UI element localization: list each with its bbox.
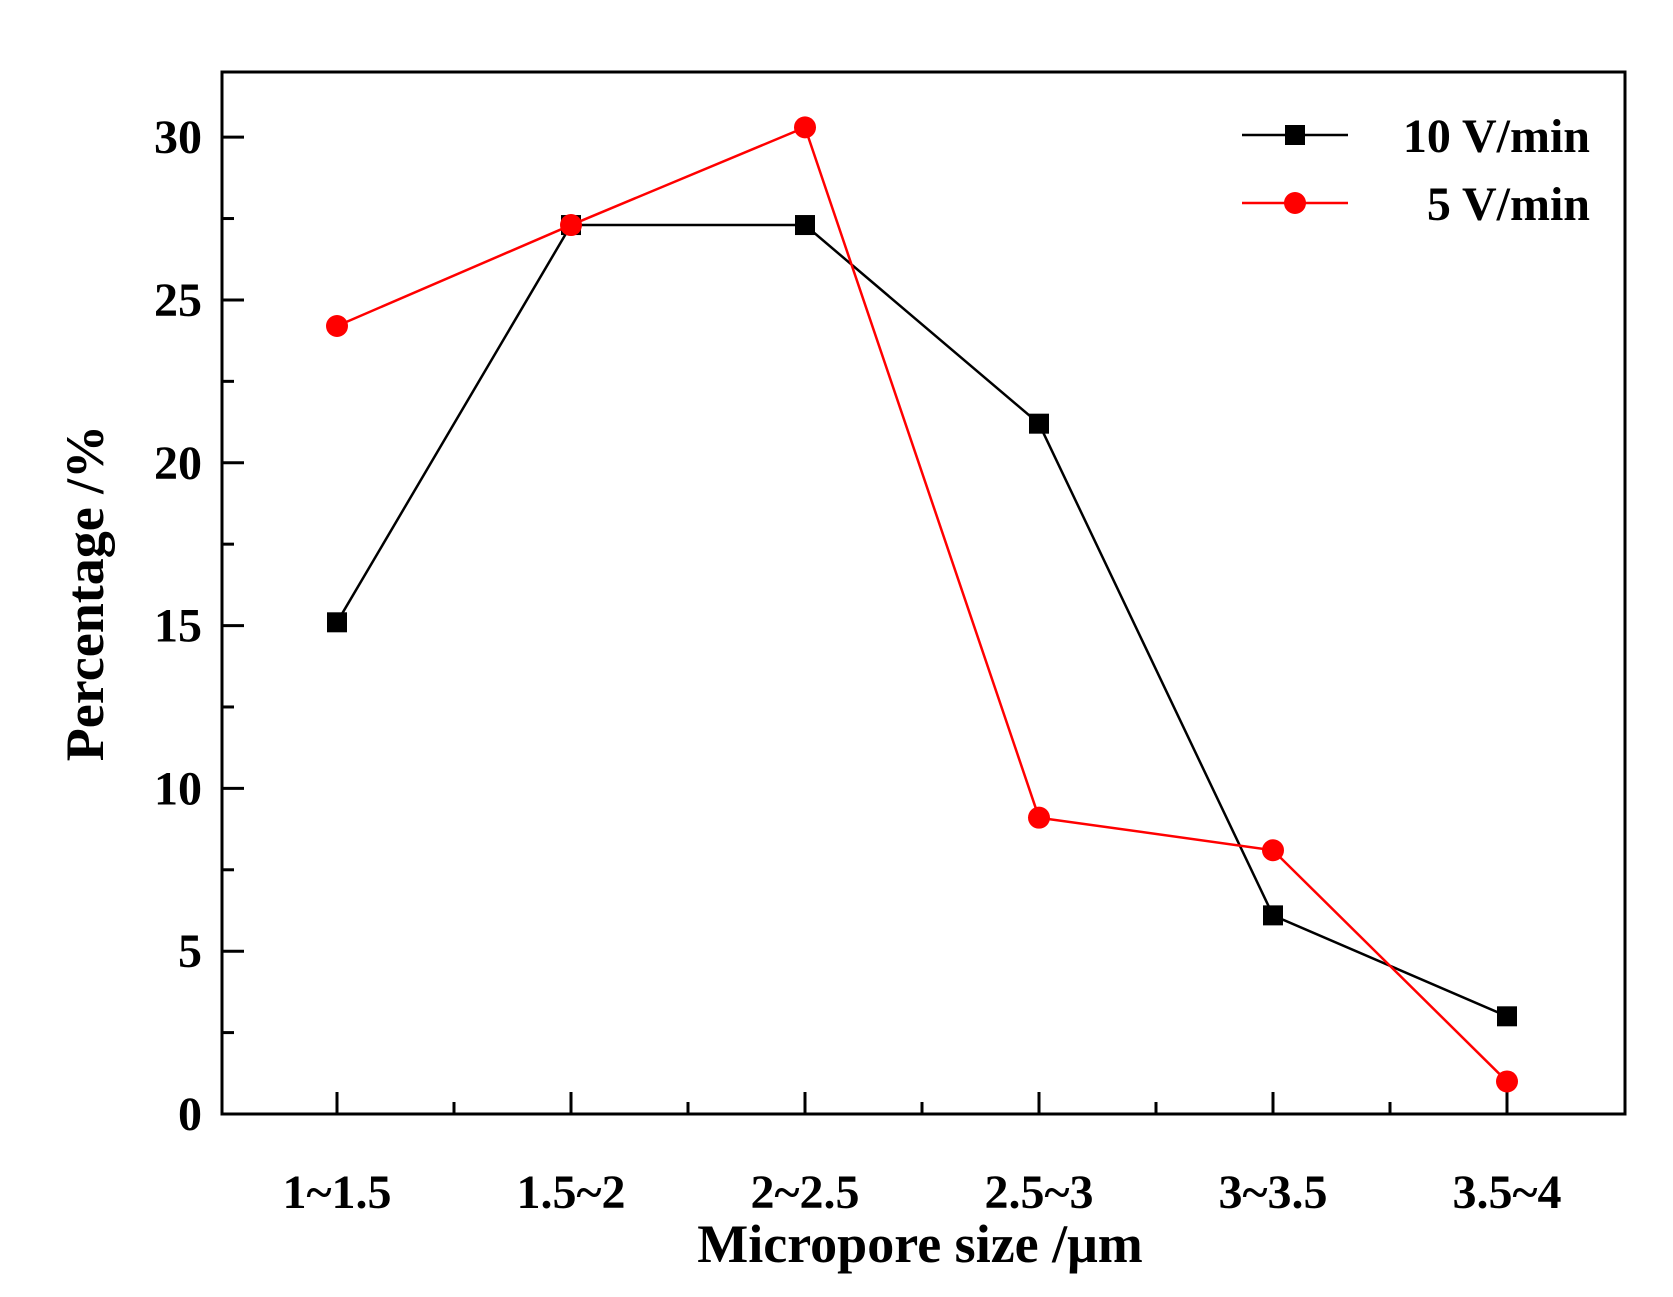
y-tick-label: 20 bbox=[154, 437, 202, 490]
y-tick-labels: 0 5 10 15 20 25 30 bbox=[154, 111, 202, 1141]
x-axis-title: Micropore size /μm bbox=[697, 1214, 1142, 1274]
series-line bbox=[335, 223, 1508, 1018]
x-tick-label: 3~3.5 bbox=[1219, 1166, 1328, 1219]
data-point bbox=[327, 612, 347, 633]
legend-label: 10 V/min bbox=[1403, 110, 1590, 163]
legend-item-2: 5 V/min bbox=[1242, 178, 1590, 231]
x-tick-label: 2.5~3 bbox=[985, 1166, 1094, 1219]
x-tick-label: 3.5~4 bbox=[1453, 1166, 1562, 1219]
legend-item-1: 10 V/min bbox=[1242, 110, 1590, 163]
y-tick-label: 30 bbox=[154, 111, 202, 164]
axis-ticks bbox=[222, 135, 1509, 1116]
plot-area-frame bbox=[220, 70, 1627, 1116]
series-line bbox=[336, 125, 1508, 1083]
y-tick-label: 15 bbox=[154, 600, 202, 653]
data-point bbox=[1497, 1006, 1517, 1027]
data-point bbox=[1262, 839, 1284, 862]
data-point bbox=[795, 215, 815, 236]
legend: 10 V/min 5 V/min bbox=[1242, 110, 1590, 231]
x-tick-label: 1.5~2 bbox=[517, 1166, 626, 1219]
data-point bbox=[794, 116, 816, 139]
y-axis-title: Percentage /% bbox=[55, 425, 115, 761]
data-point bbox=[560, 214, 582, 237]
data-point bbox=[326, 314, 348, 337]
y-tick-label: 10 bbox=[154, 762, 202, 815]
y-tick-label: 5 bbox=[178, 925, 202, 978]
legend-label: 5 V/min bbox=[1427, 178, 1590, 231]
data-point bbox=[1029, 413, 1049, 434]
legend-marker bbox=[1284, 192, 1306, 214]
series-2 bbox=[326, 116, 1518, 1093]
x-tick-labels: 1~1.5 1.5~2 2~2.5 2.5~3 3~3.5 3.5~4 bbox=[283, 1166, 1562, 1219]
y-tick-label: 0 bbox=[178, 1088, 202, 1141]
x-tick-label: 2~2.5 bbox=[751, 1166, 860, 1219]
series-1 bbox=[327, 215, 1517, 1027]
data-point bbox=[1496, 1070, 1518, 1093]
y-tick-label: 25 bbox=[154, 274, 202, 327]
legend-marker bbox=[1285, 125, 1305, 145]
data-point bbox=[1028, 806, 1050, 829]
x-tick-label: 1~1.5 bbox=[283, 1166, 392, 1219]
data-point bbox=[1263, 905, 1283, 926]
data-series bbox=[326, 116, 1518, 1093]
